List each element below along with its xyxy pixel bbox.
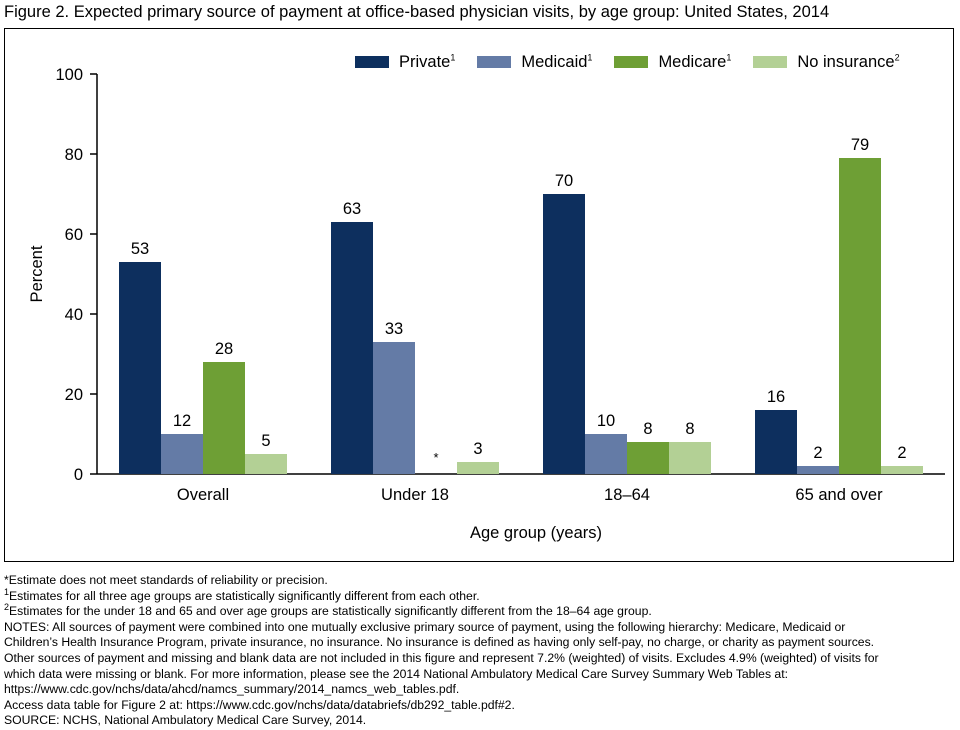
data-label: 70 [555,172,573,190]
bar [669,442,711,474]
bar [331,222,373,474]
data-label: 79 [851,136,869,154]
footnote-1-text: Estimates for all three age groups are s… [9,588,480,603]
data-label: 8 [685,420,694,438]
x-tick-label: 65 and over [795,486,883,504]
access-data-note: Access data table for Figure 2 at: https… [4,697,515,712]
data-label: 3 [473,440,482,458]
bar [543,194,585,474]
note-footnote-2: 2Estimates for the under 18 and 65 and o… [4,602,956,620]
bar [797,466,839,474]
legend-label: No insurance2 [797,53,899,72]
bar [119,262,161,474]
data-label: 28 [215,340,233,358]
chart-legend: Private1 Medicaid1 Medicare1 No insurance2 [355,52,900,72]
legend-swatch [614,56,649,68]
y-axis-title: Percent [28,245,46,302]
data-label: * [433,450,438,465]
x-axis-title: Age group (years) [470,524,602,542]
legend-label-sup: 2 [894,52,900,62]
figure-title: Figure 2. Expected primary source of pay… [4,3,830,21]
legend-label-text: No insurance [797,52,895,71]
bar [627,442,669,474]
data-label: 2 [897,444,906,462]
legend-item-2: Medicare1 [614,53,731,72]
note-footnote-1: 1Estimates for all three age groups are … [4,586,956,605]
y-tick-label: 40 [65,306,83,324]
legend-swatch [477,56,512,68]
bar [245,454,287,474]
footnote-2-text: Estimates for the under 18 and 65 and ov… [9,604,652,619]
source-note: SOURCE: NCHS, National Ambulatory Medica… [4,713,367,728]
bar [585,434,627,474]
legend-label-text: Private [399,52,451,71]
legend-label-text: Medicaid [521,52,588,71]
legend-label-sup: 1 [587,52,593,62]
data-label: 33 [385,320,403,338]
bar [457,462,499,474]
data-label: 53 [131,240,149,258]
footnote-1-marker: 1 [4,586,10,597]
y-tick-label: 60 [65,226,83,244]
bar [203,362,245,474]
legend-label: Medicaid1 [521,53,592,72]
notes-line-2: Children’s Health Insurance Program, pri… [4,635,875,650]
notes-line-3: Other sources of payment and missing and… [4,650,879,665]
notes-line-5: https://www.cdc.gov/nchs/data/ahcd/namcs… [4,682,460,697]
figure-notes: *Estimate does not meet standards of rel… [4,573,956,729]
data-label: 8 [643,420,652,438]
x-tick-label: Under 18 [381,486,449,504]
legend-label-sup: 1 [450,52,456,62]
notes-line-1: NOTES: All sources of payment were combi… [4,619,846,634]
data-label: 2 [813,444,822,462]
bar [839,158,881,474]
legend-label: Medicare1 [658,53,731,72]
y-tick-label: 100 [55,66,83,84]
legend-swatch [355,56,389,68]
y-tick-label: 80 [65,146,83,164]
data-label: 10 [597,412,615,430]
legend-label-sup: 1 [726,52,732,62]
x-tick-label: 18–64 [604,486,650,504]
data-label: 12 [173,412,191,430]
notes-line-4: which data were missing or blank. For mo… [4,666,788,681]
bar [161,434,203,474]
data-label: 63 [343,200,361,218]
chart-frame [4,28,954,562]
y-tick-label: 20 [65,386,83,404]
note-asterisk: *Estimate does not meet standards of rel… [4,573,328,587]
legend-item-0: Private1 [355,53,455,72]
bar [755,410,797,474]
bar [881,466,923,474]
legend-label: Private1 [399,53,455,72]
data-label: 5 [261,432,270,450]
legend-item-1: Medicaid1 [477,53,592,72]
bar-chart: 0 20 40 60 80 100 Percent Age group (years) Over… [28,66,945,542]
legend-label-text: Medicare [658,52,727,71]
bar [373,342,415,474]
data-label: 16 [767,388,785,406]
x-tick-label: Overall [177,486,229,504]
legend-swatch [753,56,788,68]
y-tick-label: 0 [74,466,83,484]
footnote-2-marker: 2 [4,602,10,613]
legend-item-3: No insurance2 [753,53,900,72]
